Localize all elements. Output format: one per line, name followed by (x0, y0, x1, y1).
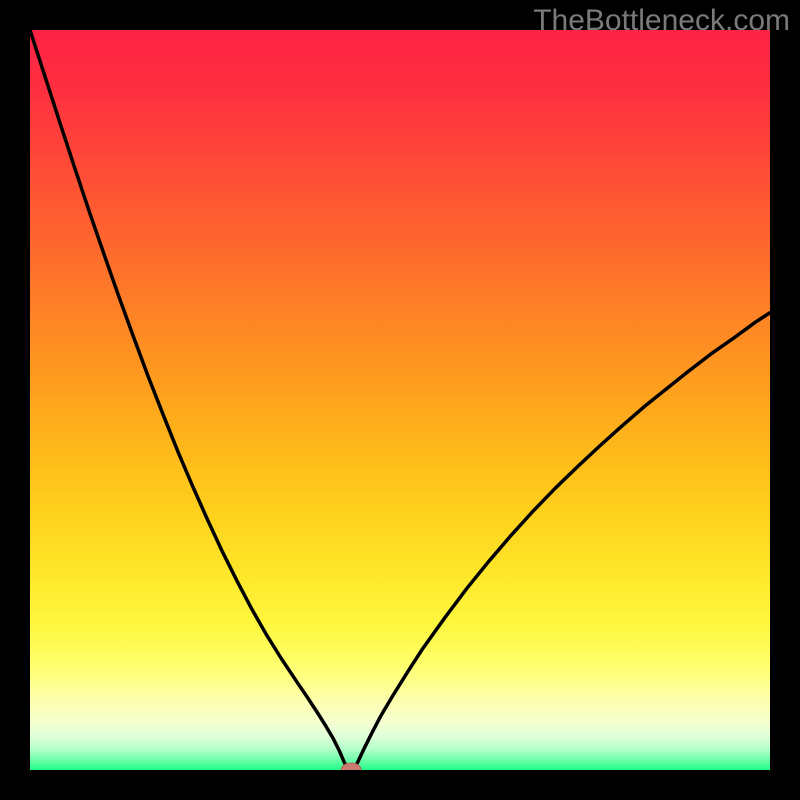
chart-frame: TheBottleneck.com (0, 0, 800, 800)
watermark-text: TheBottleneck.com (533, 4, 790, 38)
bottleneck-chart (0, 0, 800, 800)
plot-background (30, 30, 770, 770)
